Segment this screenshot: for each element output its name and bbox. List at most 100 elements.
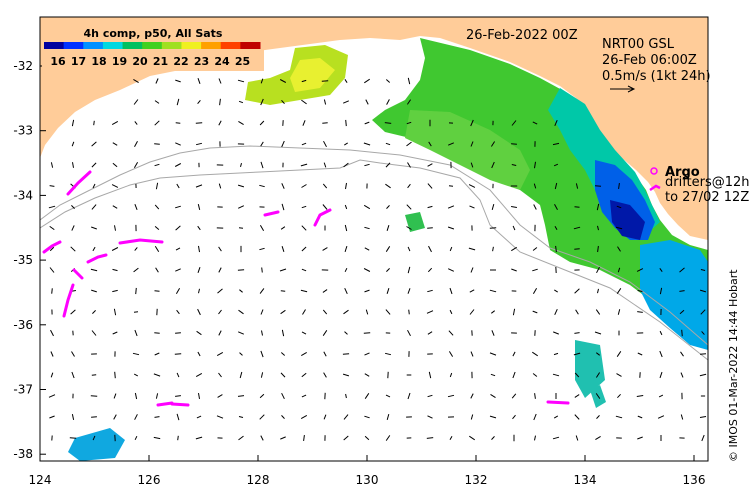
current-vector [428, 371, 432, 379]
current-vector [532, 373, 538, 377]
current-vector [51, 288, 53, 294]
current-vector [198, 245, 200, 253]
current-vector [260, 78, 264, 84]
current-vector [491, 330, 495, 336]
current-vector [134, 204, 138, 210]
current-vector [154, 204, 160, 210]
current-vector [154, 352, 160, 356]
current-vector [363, 332, 371, 334]
current-vector [259, 184, 265, 188]
current-vector [71, 205, 75, 209]
current-vector [384, 352, 392, 356]
current-vector [238, 435, 244, 441]
current-vector [238, 416, 244, 418]
legend-swatch [181, 42, 202, 49]
current-vector [217, 288, 223, 294]
current-vector [554, 308, 558, 316]
current-vector [407, 392, 411, 400]
current-vector [532, 310, 538, 314]
current-vector [447, 268, 455, 272]
current-vector [595, 372, 601, 378]
drifter-track-3 [118, 238, 164, 245]
legend-swatch [161, 42, 182, 49]
current-vector [615, 226, 623, 230]
current-vector [301, 205, 307, 209]
current-vector [426, 437, 434, 439]
current-vector [301, 142, 307, 146]
current-vector [176, 372, 180, 378]
current-vector [49, 267, 55, 273]
current-vector [364, 78, 370, 84]
current-vector [385, 394, 391, 398]
current-vector [197, 267, 201, 273]
current-vector [407, 288, 411, 294]
current-vector [407, 162, 411, 168]
current-vector [323, 414, 327, 420]
current-vector [111, 247, 119, 251]
drifter-track-9 [156, 401, 174, 407]
current-vector [447, 205, 455, 209]
current-vector [260, 98, 264, 106]
current-vector [511, 393, 517, 399]
current-vector [532, 247, 538, 251]
current-vector [133, 99, 139, 105]
legend-swatch [240, 42, 261, 49]
legend-tick-label: 21 [153, 55, 168, 68]
current-vector [281, 203, 285, 211]
current-vector [386, 225, 390, 231]
current-vector [406, 141, 412, 147]
current-vector [195, 372, 203, 378]
current-vector [533, 413, 537, 421]
current-vector [679, 309, 685, 315]
drifter-marker [649, 184, 661, 192]
current-vector [302, 120, 306, 126]
current-vector [512, 225, 516, 231]
current-vector [490, 373, 496, 377]
current-vector [407, 183, 411, 189]
current-vector [512, 351, 516, 357]
current-vector [385, 142, 391, 146]
current-vector [154, 100, 160, 104]
current-vector [259, 288, 265, 294]
current-vector [553, 163, 559, 167]
current-vector [575, 183, 579, 189]
current-vector [195, 184, 203, 188]
legend-swatch [44, 42, 65, 49]
current-vector [154, 163, 160, 167]
current-vector [637, 436, 643, 440]
current-vector [363, 268, 371, 272]
current-vector [92, 310, 96, 314]
current-vector [449, 372, 453, 378]
date-label: 26-Feb-2022 00Z [466, 28, 578, 43]
current-vector [552, 436, 560, 440]
current-vector [196, 330, 202, 336]
current-vector [175, 247, 181, 251]
current-vector [301, 246, 307, 252]
current-vector [470, 351, 474, 357]
current-vector [240, 162, 242, 168]
current-vector [468, 184, 476, 188]
current-vector [323, 99, 327, 105]
current-vector [680, 372, 684, 378]
current-vector [50, 162, 54, 168]
current-vector [364, 289, 370, 293]
drifter-track-8 [313, 208, 332, 227]
current-vector [468, 247, 476, 251]
current-vector [554, 289, 558, 293]
current-vector [261, 330, 263, 336]
current-vector [197, 78, 201, 84]
current-vector [92, 183, 96, 189]
current-vector [113, 308, 117, 316]
current-vector [449, 309, 453, 315]
current-vector [534, 393, 536, 399]
current-vector [659, 371, 663, 379]
current-vector [281, 329, 285, 337]
current-vector [552, 142, 560, 146]
current-vector [659, 287, 663, 295]
current-vector [155, 393, 159, 399]
current-vector [489, 352, 497, 356]
current-vector [427, 163, 433, 167]
current-vector [155, 182, 159, 190]
current-vector [616, 351, 622, 357]
